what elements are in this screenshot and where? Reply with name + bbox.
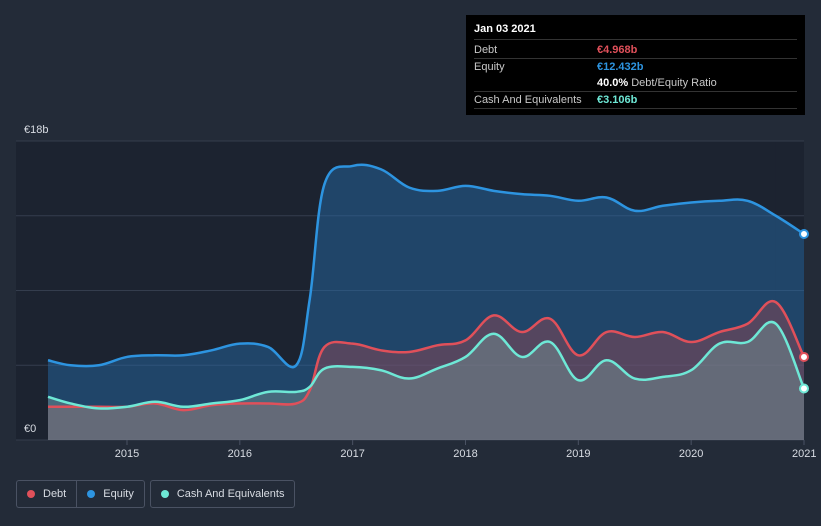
tooltip-equity-value: €12.432b [597,61,644,73]
legend-debt-label: Debt [43,488,67,500]
series-lines [47,163,806,412]
tooltip-cash-row: Cash And Equivalents €3.106b [474,92,797,109]
tooltip-cash-label: Cash And Equivalents [474,94,582,106]
tooltip-equity-row: Equity €12.432b [474,59,797,75]
tooltip-debt-label: Debt [474,44,498,56]
legend-cash-label: Cash And Equivalents [176,488,285,500]
tooltip-cash-value: €3.106b [597,94,638,106]
tooltip-ratio-spacer [474,75,597,91]
cash-area [48,321,804,440]
cash-line [47,320,806,410]
legend-equity-label: Equity [103,488,134,500]
equity-line [47,163,805,369]
x-tick-label-2019: 2019 [566,448,590,460]
equity-endpoint-marker [799,229,809,240]
chart-legend: Debt Equity Cash And Equivalents [16,480,300,508]
debt-dot-icon [27,490,35,498]
x-tick-label-2017: 2017 [340,448,364,460]
tooltip-equity-label: Equity [474,61,505,73]
legend-item-cash[interactable]: Cash And Equivalents [149,480,296,508]
tooltip-ratio-row: 40.0% Debt/Equity Ratio [474,75,797,92]
series-endpoints [799,229,809,394]
x-tick-label-2021: 2021 [792,448,816,460]
cash-dot-icon [160,490,169,498]
series-areas [48,164,804,440]
legend-item-equity[interactable]: Equity [76,480,145,508]
cash-endpoint-marker [799,383,809,394]
data-tooltip: Jan 03 2021 Debt €4.968b Equity €12.432b… [466,15,805,115]
tooltip-date: Jan 03 2021 [474,23,797,40]
x-tick-label-2015: 2015 [115,448,139,460]
equity-area [48,164,804,440]
x-tick-label-2016: 2016 [228,448,252,460]
debt-line [48,299,806,412]
tooltip-debt-row: Debt €4.968b [474,42,797,59]
tooltip-ratio-value: 40.0% [597,77,629,89]
gridlines [16,140,804,441]
tooltip-debt-value: €4.968b [597,44,638,56]
y-tick-label-min: €0 [24,423,36,435]
legend-item-debt[interactable]: Debt [16,480,77,508]
debt-area [48,301,804,440]
x-tick-label-2018: 2018 [453,448,477,460]
x-tick-label-2020: 2020 [679,448,703,460]
y-tick-label-max: €18b [24,124,48,136]
debt-endpoint-marker [799,351,809,362]
tooltip-ratio-label: Debt/Equity Ratio [631,77,717,89]
equity-dot-icon [87,490,96,498]
x-axis-ticks: 2015 2016 2017 2018 2019 2020 2021 [115,440,816,460]
